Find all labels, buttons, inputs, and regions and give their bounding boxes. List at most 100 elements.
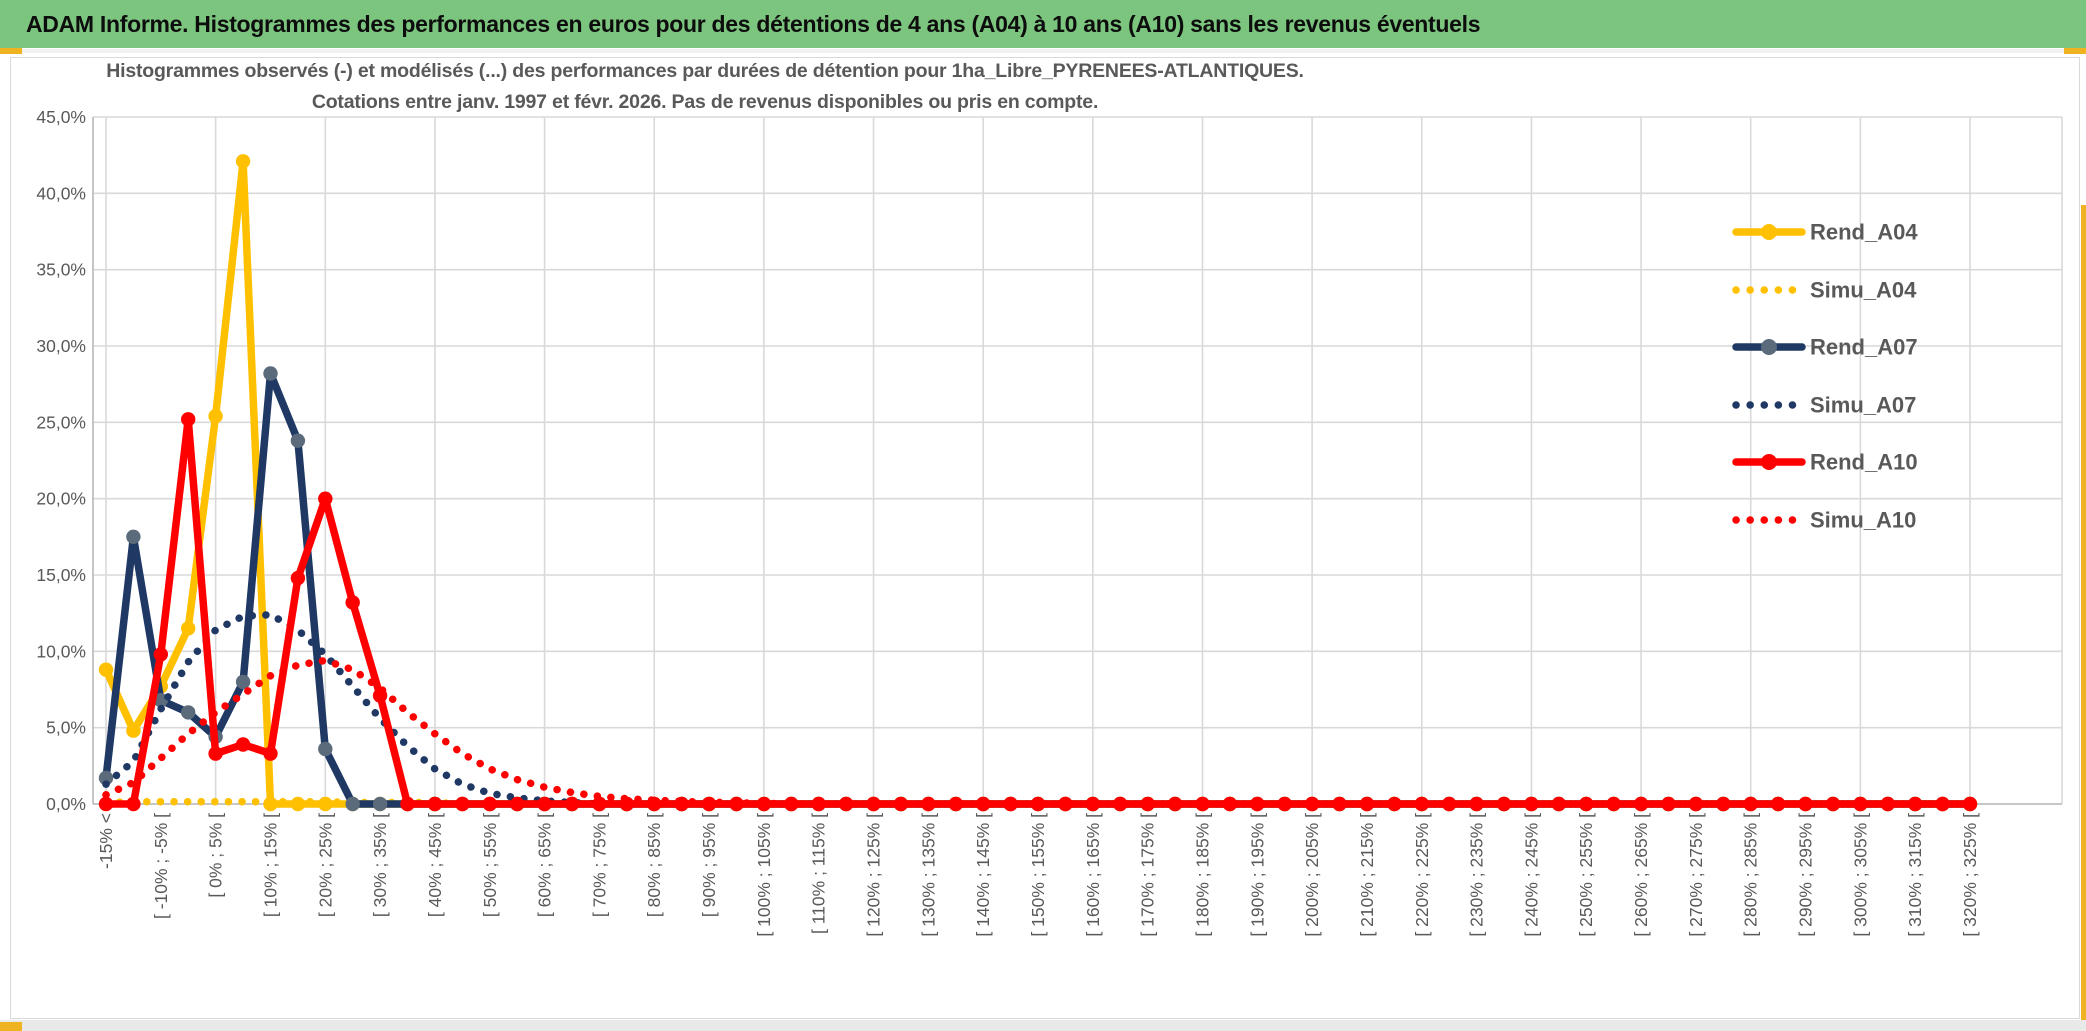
- x-tick-label: [ 100% ; 105% [: [754, 813, 774, 937]
- marker-Rend_A10: [1359, 796, 1375, 812]
- marker-Rend_A10: [126, 796, 141, 812]
- x-tick-label: [ 190% ; 195% [: [1247, 813, 1267, 937]
- marker-Rend_A10: [1304, 796, 1320, 812]
- x-tick-label: [ 60% ; 65% [: [535, 813, 555, 917]
- legend-label-Rend_A10: Rend_A10: [1810, 450, 1918, 475]
- marker-Rend_A10: [976, 796, 991, 812]
- legend-label-Simu_A07: Simu_A07: [1810, 393, 1916, 418]
- x-tick-label: [ 50% ; 55% [: [480, 813, 500, 917]
- legend-label-Simu_A10: Simu_A10: [1810, 508, 1916, 533]
- marker-Rend_A10: [1387, 796, 1402, 812]
- y-tick-label: 35,0%: [36, 260, 86, 280]
- bottom-scroll-strip[interactable]: [0, 1020, 2086, 1031]
- marker-Rend_A10: [1058, 796, 1073, 812]
- legend-marker-Rend_A07: [1761, 339, 1777, 355]
- legend-item-Simu_A10[interactable]: Simu_A10: [1732, 508, 1916, 533]
- marker-Rend_A10: [592, 796, 607, 812]
- header-underline: [0, 49, 2086, 53]
- chart-frame: [10, 57, 2080, 1019]
- marker-Rend_A10: [1222, 796, 1238, 812]
- x-tick-label: [ 120% ; 125% [: [864, 813, 884, 937]
- x-tick-label: [ 20% ; 25% [: [315, 813, 335, 917]
- gridlines: [92, 116, 2063, 805]
- series-Rend_A10[interactable]: [98, 412, 1978, 812]
- y-tick-label: 25,0%: [36, 412, 86, 432]
- marker-Rend_A07: [98, 770, 114, 786]
- x-tick-label: [ -10% ; -5% [: [151, 813, 171, 919]
- marker-Rend_A10: [1085, 796, 1101, 812]
- marker-Rend_A07: [372, 796, 388, 812]
- gold-accent-top-right: [2064, 48, 2086, 54]
- marker-Rend_A10: [948, 796, 963, 812]
- legend-label-Simu_A04: Simu_A04: [1810, 278, 1917, 303]
- x-tick-label: [ 210% ; 215% [: [1357, 813, 1377, 937]
- x-tick-label: [ 230% ; 235% [: [1467, 813, 1487, 937]
- marker-Rend_A04: [98, 662, 114, 677]
- legend-item-Simu_A04[interactable]: Simu_A04: [1732, 278, 1917, 303]
- x-tick-label: [ 250% ; 255% [: [1576, 813, 1596, 937]
- marker-Rend_A10: [1277, 796, 1292, 812]
- x-tick-label: [ 140% ; 145% [: [973, 813, 993, 937]
- y-tick-label: 15,0%: [36, 565, 86, 585]
- x-tick-label: [ 80% ; 85% [: [644, 813, 664, 917]
- marker-Rend_A10: [1003, 796, 1018, 812]
- x-tick-label: [ 10% ; 15% [: [260, 813, 280, 917]
- x-tick-label: [ 90% ; 95% [: [699, 813, 719, 917]
- legend-item-Rend_A07[interactable]: Rend_A07: [1732, 335, 1918, 360]
- marker-Rend_A04: [235, 154, 251, 169]
- x-tick-label: [ 280% ; 285% [: [1741, 813, 1761, 937]
- marker-Rend_A10: [1140, 796, 1155, 812]
- x-tick-label: [ 260% ; 265% [: [1631, 813, 1651, 937]
- marker-Rend_A10: [1332, 796, 1347, 812]
- x-tick-label: [ 200% ; 205% [: [1302, 813, 1322, 937]
- x-tick-label: [ 150% ; 155% [: [1028, 813, 1048, 937]
- x-tick-label: -15% <: [96, 813, 116, 869]
- marker-Rend_A10: [1113, 796, 1128, 812]
- marker-Rend_A10: [1250, 796, 1265, 812]
- marker-Rend_A10: [510, 796, 525, 812]
- marker-Rend_A10: [400, 796, 415, 812]
- gold-accent-top-left: [0, 48, 22, 54]
- gold-accent-bottom-left: [0, 1022, 22, 1031]
- x-tick-label: [ 290% ; 295% [: [1796, 813, 1816, 937]
- marker-Rend_A04: [126, 723, 141, 738]
- x-tick-label: [ 320% ; 325% [: [1960, 813, 1980, 937]
- legend-label-Rend_A07: Rend_A07: [1810, 335, 1918, 360]
- x-tick-label: [ 110% ; 115% [: [809, 813, 829, 934]
- legend-item-Rend_A10[interactable]: Rend_A10: [1732, 450, 1918, 475]
- gold-accent-right-edge: [2081, 205, 2086, 1031]
- marker-Rend_A04: [181, 621, 196, 636]
- marker-Rend_A10: [1030, 796, 1046, 812]
- x-tick-label: [ 270% ; 275% [: [1686, 813, 1706, 937]
- y-tick-label: 0,0%: [46, 794, 86, 814]
- x-tick-label: [ 300% ; 305% [: [1850, 813, 1870, 937]
- marker-Rend_A10: [1442, 796, 1457, 812]
- legend-item-Rend_A04[interactable]: Rend_A04: [1732, 220, 1918, 245]
- x-tick-label: [ 240% ; 245% [: [1521, 813, 1541, 937]
- legend: Rend_A04 Simu_A04 Rend_A07 Simu_A07 Rend_A10…: [1732, 220, 1918, 533]
- marker-Rend_A10: [1195, 796, 1210, 812]
- chart-title-line2: Cotations entre janv. 1997 et févr. 2026…: [311, 91, 1099, 113]
- y-tick-label: 45,0%: [36, 107, 86, 127]
- marker-Rend_A10: [290, 570, 306, 586]
- legend-item-Simu_A07[interactable]: Simu_A07: [1732, 393, 1916, 418]
- legend-label-Rend_A04: Rend_A04: [1810, 220, 1918, 245]
- x-tick-label: [ 220% ; 225% [: [1412, 813, 1432, 937]
- marker-Rend_A10: [427, 796, 443, 812]
- marker-Rend_A10: [1167, 796, 1183, 812]
- y-tick-label: 40,0%: [36, 183, 86, 203]
- series-Rend_A07[interactable]: [98, 366, 1978, 812]
- marker-Rend_A04: [208, 409, 223, 424]
- x-tick-label: [ 180% ; 185% [: [1192, 813, 1212, 937]
- y-axis-labels: 0,0% 5,0% 10,0% 15,0% 20,0% 25,0% 30,0% 35,0% 40…: [36, 107, 86, 814]
- marker-Rend_A10: [921, 796, 936, 812]
- legend-marker-Rend_A04: [1761, 224, 1777, 240]
- series-Simu_A10[interactable]: [102, 656, 1974, 808]
- marker-Rend_A10: [1414, 796, 1430, 812]
- x-tick-label: [ 0% ; 5% [: [206, 813, 226, 898]
- x-tick-label: [ 30% ; 35% [: [370, 813, 390, 917]
- marker-Rend_A10: [482, 796, 497, 812]
- marker-Rend_A07: [126, 529, 141, 544]
- y-tick-label: 30,0%: [36, 336, 86, 356]
